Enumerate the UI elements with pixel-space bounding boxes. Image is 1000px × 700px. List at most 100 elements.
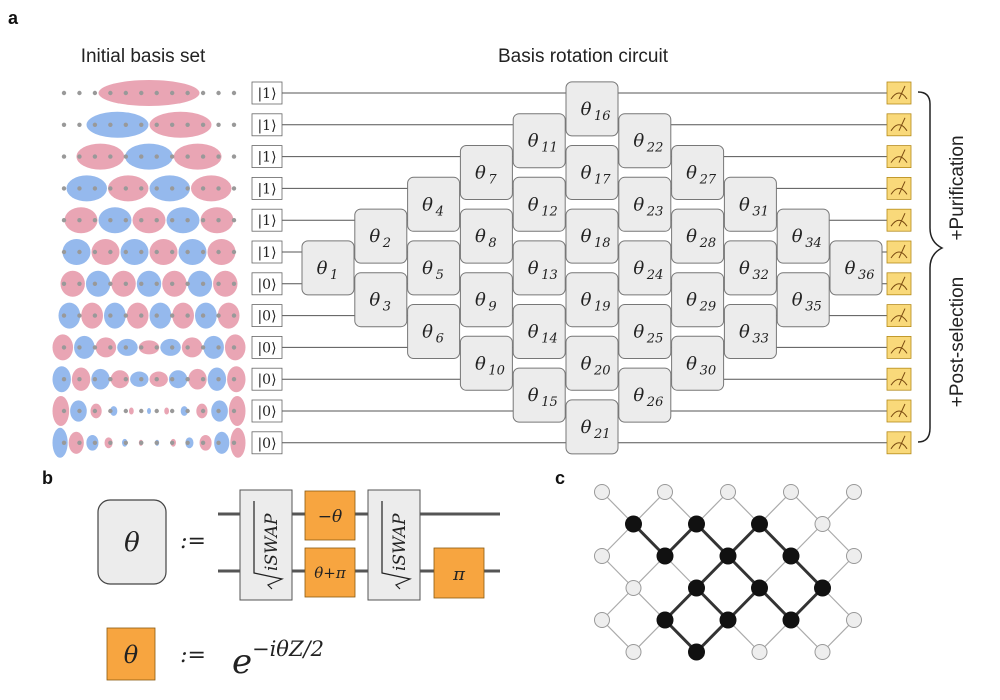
- measurement-icon: [886, 240, 912, 264]
- lattice-node-active: [719, 547, 737, 565]
- orbital-row: [60, 270, 238, 297]
- sqrt-iswap-label-2: iSWAP: [390, 513, 410, 571]
- lattice-node: [625, 644, 642, 660]
- gate-symbol: θ: [845, 258, 856, 279]
- orbital-row: [61, 111, 237, 138]
- ket-label: |0⟩: [257, 436, 276, 452]
- gate-symbol: θ: [686, 290, 697, 311]
- lattice-node: [625, 580, 642, 596]
- ket-label: |1⟩: [257, 245, 276, 261]
- gate-subscript: 17: [594, 173, 611, 188]
- ket-box: |1⟩: [251, 208, 283, 232]
- measurement-icon: [886, 399, 912, 423]
- gate-subscript: 26: [646, 395, 664, 410]
- gate-subscript: 1: [330, 268, 338, 283]
- gate-subscript: 30: [700, 363, 717, 378]
- lattice-node: [783, 484, 799, 500]
- gate-symbol: θ: [633, 194, 644, 215]
- gate-subscript: 16: [594, 109, 611, 124]
- panel-label-a: a: [8, 8, 19, 28]
- gate-symbol: θ: [475, 290, 486, 311]
- gate-symbol: θ: [528, 385, 539, 406]
- gate-theta-14: θ 14: [512, 304, 566, 359]
- orbital-row: [61, 175, 237, 202]
- gate-subscript: 10: [488, 363, 505, 378]
- ket-label: |0⟩: [257, 340, 276, 356]
- lattice-node-active: [782, 547, 800, 565]
- gate-subscript: 20: [593, 363, 611, 378]
- gate-subscript: 29: [699, 300, 717, 315]
- ket-box: |1⟩: [251, 113, 283, 137]
- gate-subscript: 3: [383, 300, 391, 315]
- gate-symbol: θ: [475, 163, 486, 184]
- gate-theta-13: θ 13: [512, 240, 566, 296]
- orbital-row: [61, 207, 237, 234]
- ket-box: |1⟩: [251, 145, 283, 169]
- panel-c-lattice: [594, 484, 862, 661]
- gate-symbol: θ: [422, 258, 433, 279]
- gate-symbol: θ: [581, 163, 592, 184]
- post-selection-label: +Post-selection: [947, 277, 968, 407]
- lattice-node-active: [688, 579, 705, 597]
- gate-symbol: θ: [317, 258, 328, 279]
- braces: +Purification +Post-selection: [917, 91, 968, 443]
- pi-label: π: [452, 564, 466, 585]
- purification-label: +Purification: [947, 135, 968, 240]
- gate-subscript: 34: [805, 236, 822, 251]
- gate-subscript: 18: [594, 236, 611, 251]
- gate-symbol: θ: [528, 258, 539, 279]
- lattice-node: [814, 516, 831, 532]
- gate-symbol: θ: [581, 417, 592, 438]
- gate-theta-18: θ 18: [565, 208, 619, 264]
- gate-symbol: θ: [528, 194, 539, 215]
- orbital-row: [52, 366, 246, 393]
- gate-symbol: θ: [581, 353, 592, 374]
- gate-subscript: 21: [593, 427, 611, 442]
- measurement-icon: [886, 304, 912, 328]
- lattice-node-active: [814, 579, 831, 597]
- lattice-node: [720, 484, 736, 500]
- orbital-row: [58, 302, 240, 329]
- ket-label: |0⟩: [257, 404, 276, 420]
- gate-subscript: 36: [858, 268, 875, 283]
- gate-symbol: θ: [475, 226, 486, 247]
- ket-box: |0⟩: [251, 367, 283, 391]
- gate-theta-10: θ 10: [459, 335, 513, 391]
- phase-gate-symbol: [106, 627, 156, 681]
- gate-theta-30: θ 30: [671, 335, 725, 391]
- ket-box: |0⟩: [251, 335, 283, 359]
- gate-symbol: θ: [739, 258, 750, 279]
- lattice-node: [594, 548, 610, 564]
- gate-symbol: θ: [528, 322, 539, 343]
- theta-gate-symbol: [97, 499, 167, 585]
- ket-label: |0⟩: [257, 309, 276, 325]
- gate-symbol: θ: [633, 385, 644, 406]
- panel-b: θ := iSWAP −θ θ+π iSWAP π θ := e −iθZ/2: [97, 489, 500, 682]
- gate-subscript: 15: [541, 395, 558, 410]
- lattice-node-active: [719, 611, 737, 629]
- pi-gate: [433, 547, 485, 599]
- gate-theta-15: θ 15: [512, 367, 566, 423]
- gate-subscript: 5: [436, 268, 444, 283]
- gate-subscript: 27: [699, 173, 717, 188]
- gate-theta-32: θ 32: [723, 240, 777, 296]
- initial-state-kets: |1⟩ |1⟩ |1⟩ |1⟩ |1⟩ |1⟩ |0⟩ |0⟩ |0⟩ |0⟩ |0⟩ |0⟩: [251, 81, 283, 455]
- theta-gate-text: θ: [124, 528, 140, 558]
- lattice-node: [846, 548, 862, 564]
- givens-gates: θ 1θ 2θ 3θ 4θ 5θ 6θ 7θ 8θ 9θ 10θ 11θ 12θ 13θ 14θ 15θ 16θ…: [301, 81, 883, 455]
- gate-symbol: θ: [369, 290, 380, 311]
- sqrt-iswap-gate-1: [239, 489, 293, 601]
- gate-subscript: 22: [646, 141, 664, 156]
- sqrt-iswap-label-1: iSWAP: [262, 513, 282, 571]
- gate-symbol: θ: [633, 322, 644, 343]
- gate-theta-20: θ 20: [565, 335, 619, 391]
- ket-box: |0⟩: [251, 431, 283, 455]
- panel-label-b: b: [42, 468, 53, 488]
- phase-gate-text: θ: [124, 641, 139, 669]
- gate-theta-35: θ 35: [776, 272, 830, 328]
